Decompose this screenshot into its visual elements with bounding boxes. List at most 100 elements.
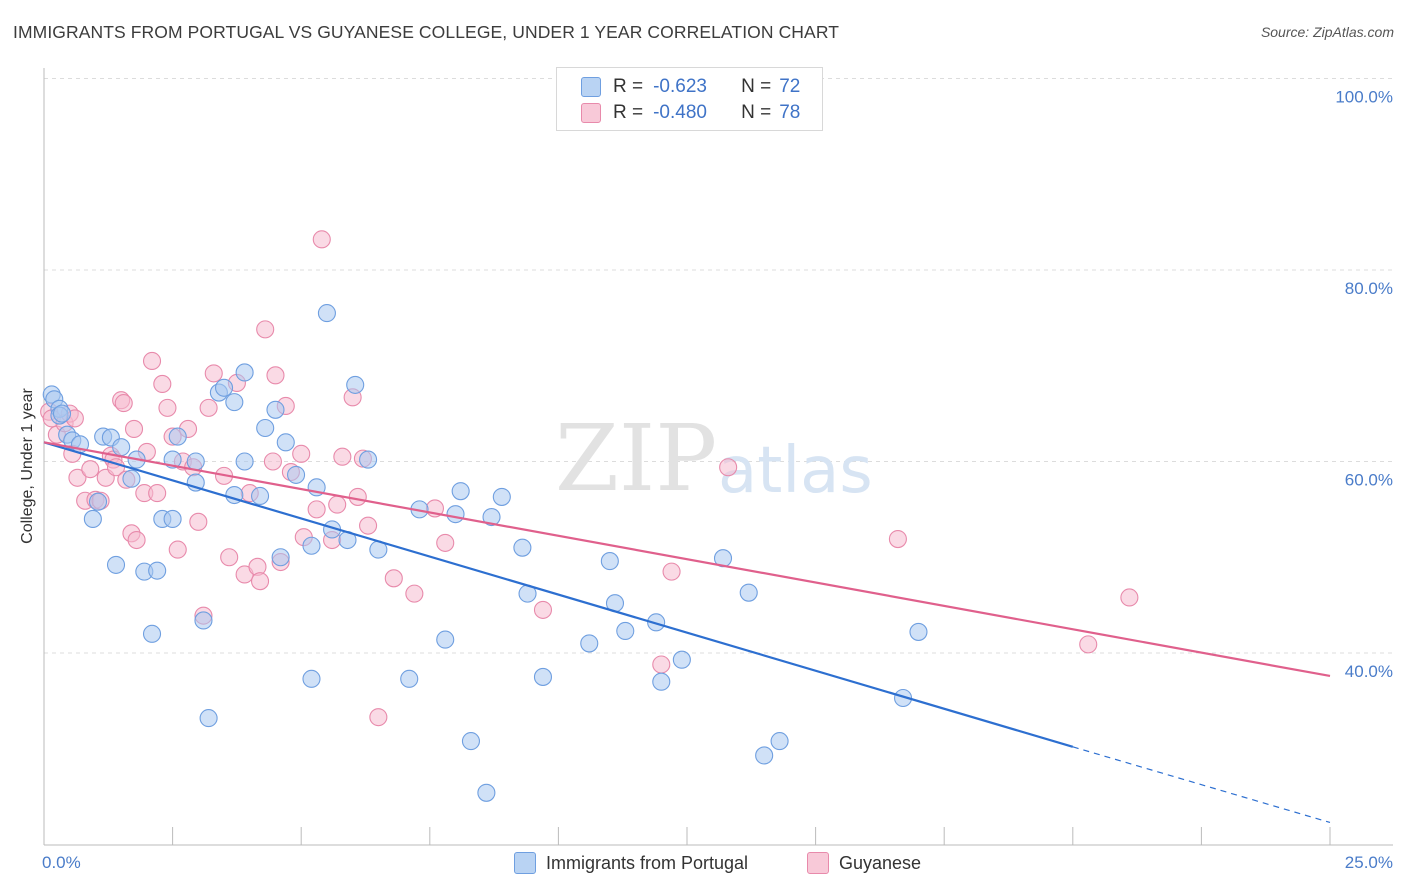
portugal-point xyxy=(266,400,285,419)
portugal-point xyxy=(302,669,321,688)
guyanese-point xyxy=(127,530,146,550)
guyanese-point xyxy=(348,487,367,506)
portugal-point xyxy=(235,363,254,382)
y-tick-label-60: 60.0% xyxy=(1345,471,1393,490)
axes xyxy=(43,68,1393,846)
portugal-point xyxy=(276,433,295,452)
portugal-point xyxy=(580,634,599,653)
guyanese-point xyxy=(189,512,208,531)
legend-item-guyanese[interactable]: Guyanese xyxy=(807,852,921,874)
portugal-point xyxy=(400,669,419,688)
portugal-trend-line xyxy=(43,441,1074,748)
guyanese-point xyxy=(142,351,162,371)
legend-item-portugal[interactable]: Immigrants from Portugal xyxy=(514,852,748,874)
portugal-point xyxy=(477,783,496,802)
guyanese-trend-line xyxy=(43,441,1331,678)
portugal-point xyxy=(600,552,619,571)
guyanese-point xyxy=(250,572,270,591)
portugal-point xyxy=(739,583,758,602)
x-tick-label-min: 0.0% xyxy=(42,853,81,872)
portugal-r-value: -0.623 xyxy=(653,76,707,97)
guyanese-point xyxy=(220,548,239,567)
portugal-legend-swatch xyxy=(514,852,536,874)
portugal-point xyxy=(88,492,108,511)
portugal-swatch xyxy=(581,77,601,97)
guyanese-legend-label: Guyanese xyxy=(839,852,922,873)
guyanese-point xyxy=(199,398,218,417)
watermark: ZIP atlas xyxy=(555,405,873,512)
guyanese-point xyxy=(533,600,553,619)
series-legend: Immigrants from Portugal Guyanese xyxy=(0,852,1406,878)
portugal-point xyxy=(214,378,234,397)
portugal-point xyxy=(235,452,254,471)
portugal-point xyxy=(186,452,205,471)
guyanese-n-value: 78 xyxy=(779,102,801,123)
guyanese-legend-swatch xyxy=(807,852,829,874)
portugal-point xyxy=(359,450,378,469)
portugal-legend-label: Immigrants from Portugal xyxy=(546,852,749,873)
y-tick-label-40: 40.0% xyxy=(1345,662,1393,681)
portugal-point xyxy=(250,486,270,506)
portugal-r-label: R = xyxy=(613,76,644,97)
guyanese-point xyxy=(307,500,326,519)
portugal-point xyxy=(770,732,789,751)
y-tick-label-80: 80.0% xyxy=(1345,279,1393,298)
guyanese-point xyxy=(384,569,403,588)
portugal-point xyxy=(492,487,511,506)
portugal-point xyxy=(256,418,275,438)
guyanese-point xyxy=(369,708,388,727)
portugal-point xyxy=(225,393,244,412)
guyanese-point xyxy=(256,320,275,339)
guyanese-point xyxy=(263,452,282,471)
correlation-legend: R = -0.623 N = 72 R = -0.480 N = 78 xyxy=(556,67,823,131)
portugal-point xyxy=(302,536,321,555)
portugal-point xyxy=(346,375,365,394)
guyanese-point xyxy=(719,458,738,477)
guyanese-r-value: -0.480 xyxy=(653,102,707,123)
source-label: Source: ZipAtlas.com xyxy=(1260,24,1394,40)
portugal-point xyxy=(672,650,691,669)
portugal-point xyxy=(142,624,162,643)
guyanese-point xyxy=(68,468,87,487)
watermark-zip: ZIP xyxy=(555,405,717,512)
guyanese-point xyxy=(81,460,100,479)
portugal-point xyxy=(112,438,131,457)
guyanese-point xyxy=(405,584,424,603)
guyanese-point xyxy=(359,516,378,535)
portugal-n-label: N = xyxy=(741,76,772,97)
guyanese-point xyxy=(662,562,681,581)
y-tick-labels: 40.0% 60.0% 80.0% 100.0% xyxy=(1335,88,1393,682)
guyanese-point xyxy=(888,530,907,549)
guyanese-point xyxy=(158,398,177,417)
portugal-point xyxy=(168,427,187,446)
portugal-point xyxy=(446,505,465,524)
portugal-point xyxy=(317,304,336,323)
guyanese-point xyxy=(148,484,167,503)
portugal-point xyxy=(755,746,774,765)
portugal-point xyxy=(533,667,553,686)
portugal-point xyxy=(436,630,455,649)
guyanese-point xyxy=(1120,588,1139,607)
portugal-point xyxy=(652,672,671,691)
guyanese-point xyxy=(153,374,172,393)
guyanese-point xyxy=(266,366,285,385)
guyanese-point xyxy=(312,230,331,249)
portugal-point xyxy=(461,732,481,751)
guyanese-point xyxy=(652,655,671,674)
guyanese-point xyxy=(436,533,455,552)
chart-title: IMMIGRANTS FROM PORTUGAL VS GUYANESE COL… xyxy=(13,22,840,42)
watermark-atlas: atlas xyxy=(718,434,873,508)
portugal-point xyxy=(271,548,290,567)
portugal-point xyxy=(106,555,126,574)
legend-row-guyanese: R = -0.480 N = 78 xyxy=(581,101,800,125)
portugal-point xyxy=(909,622,928,641)
portugal-point xyxy=(616,621,635,641)
portugal-point xyxy=(194,611,213,630)
portugal-n-value: 72 xyxy=(779,76,801,97)
portugal-point xyxy=(647,613,666,632)
portugal-point xyxy=(163,509,182,529)
portugal-trend-extension xyxy=(1072,746,1331,824)
portugal-point xyxy=(83,509,102,529)
guyanese-point xyxy=(114,394,133,413)
